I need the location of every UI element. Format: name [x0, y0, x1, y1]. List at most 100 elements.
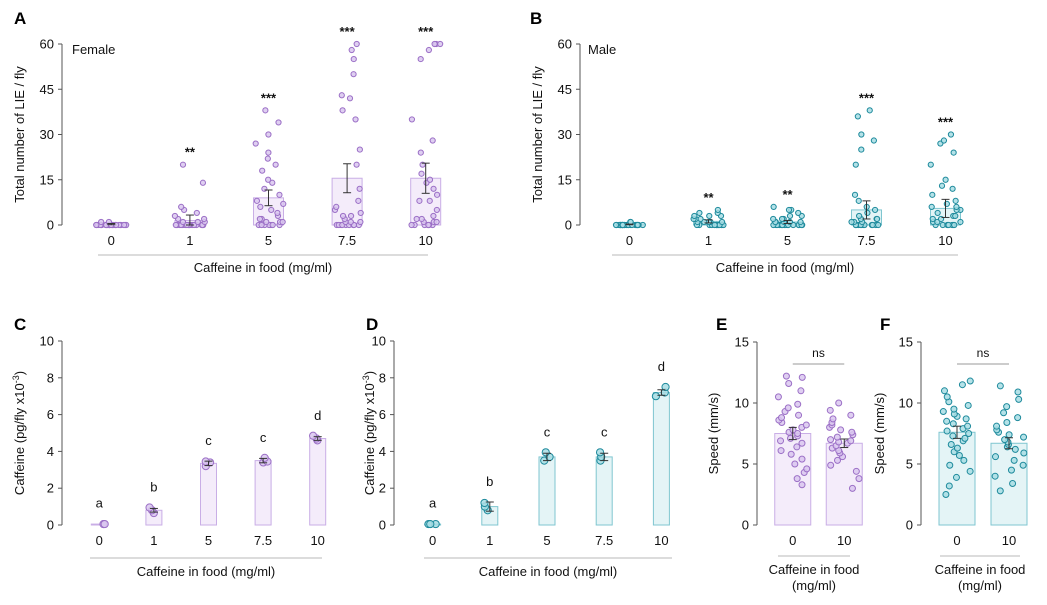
x-tick-label: 10 [654, 533, 668, 548]
data-point [875, 221, 882, 229]
data-point [706, 212, 713, 220]
data-point [260, 453, 269, 462]
data-point [1003, 419, 1011, 427]
data-point [961, 434, 969, 442]
data-point [408, 116, 416, 123]
data-point [179, 161, 187, 168]
y-tick-label: 0 [906, 518, 913, 533]
data-point [256, 215, 263, 223]
data-point [996, 487, 1004, 495]
data-point [714, 206, 722, 214]
significance-mark: *** [340, 24, 356, 39]
y-tick-label: 2 [47, 481, 54, 496]
x-axis-title: Caffeine in food [769, 562, 860, 577]
data-point [350, 71, 357, 78]
data-point [957, 218, 964, 226]
data-point [950, 149, 957, 156]
data-point [171, 212, 179, 220]
x-axis-title: (mg/ml) [958, 578, 1002, 593]
data-point [265, 131, 272, 138]
x-tick-label: 10 [837, 533, 851, 548]
data-point [431, 40, 438, 48]
x-tick-label: 5 [543, 533, 550, 548]
data-point [848, 218, 855, 226]
data-point [347, 212, 355, 220]
y-axis-title: Speed (mm/s) [872, 393, 887, 475]
data-point [308, 431, 318, 440]
x-tick-label: 0 [108, 233, 115, 248]
data-point [866, 107, 873, 114]
data-point [791, 460, 799, 468]
data-point [943, 417, 951, 425]
panel-letter-e: E [716, 315, 727, 334]
x-tick-label: 0 [789, 533, 796, 548]
data-point [279, 218, 286, 226]
data-point [418, 170, 425, 177]
data-point [856, 212, 863, 220]
data-point [417, 149, 424, 156]
group-letter: a [429, 496, 437, 511]
y-axis-title: Speed (mm/s) [706, 393, 721, 475]
panel-letter-a: A [14, 9, 26, 28]
data-point [827, 436, 835, 444]
data-point [408, 221, 415, 229]
data-point [940, 137, 948, 144]
data-point [348, 46, 355, 54]
data-point [355, 197, 362, 204]
data-point [541, 448, 550, 457]
data-point [778, 414, 786, 422]
y-tick-label: 4 [47, 444, 54, 459]
y-tick-label: 10 [372, 334, 386, 349]
data-point [795, 411, 803, 419]
data-point [964, 401, 972, 409]
data-point [837, 426, 845, 434]
data-point [426, 197, 433, 204]
significance-mark: ** [185, 145, 196, 160]
bar [254, 460, 272, 526]
y-tick-label: 15 [899, 335, 913, 350]
data-point [966, 377, 974, 385]
data-point [433, 218, 440, 226]
data-point [770, 203, 777, 210]
y-tick-label: 15 [558, 172, 572, 187]
data-point [852, 467, 860, 475]
data-point [425, 221, 432, 229]
data-point [955, 451, 963, 459]
data-point [352, 116, 359, 123]
data-point [949, 432, 957, 440]
data-point [829, 415, 837, 423]
panel-letter-c: C [14, 315, 26, 334]
data-point [826, 406, 834, 414]
data-point [93, 221, 100, 229]
data-point [848, 428, 856, 436]
x-tick-label: 1 [705, 233, 712, 248]
data-point [942, 176, 949, 183]
x-tick-label: 7.5 [595, 533, 613, 548]
data-point [426, 176, 434, 183]
data-point [938, 182, 946, 189]
ns-label: ns [977, 346, 990, 360]
data-point [430, 212, 437, 220]
x-tick-label: 1 [486, 533, 493, 548]
data-point [429, 137, 436, 144]
data-point [784, 404, 792, 412]
data-point [858, 146, 865, 153]
y-tick-label: 2 [379, 481, 386, 496]
x-tick-label: 0 [96, 533, 103, 548]
data-point [787, 450, 795, 458]
data-point [357, 209, 364, 217]
data-point [201, 215, 208, 223]
data-point [276, 191, 283, 198]
data-point [798, 481, 806, 489]
data-point [356, 146, 363, 153]
group-letter: c [260, 430, 267, 445]
data-point [272, 161, 279, 168]
y-tick-label: 8 [379, 370, 386, 385]
group-letter: c [601, 424, 608, 439]
group-letter: c [205, 433, 212, 448]
data-point [100, 519, 109, 529]
data-point [619, 221, 626, 229]
data-point [433, 206, 440, 214]
data-point [798, 439, 806, 447]
